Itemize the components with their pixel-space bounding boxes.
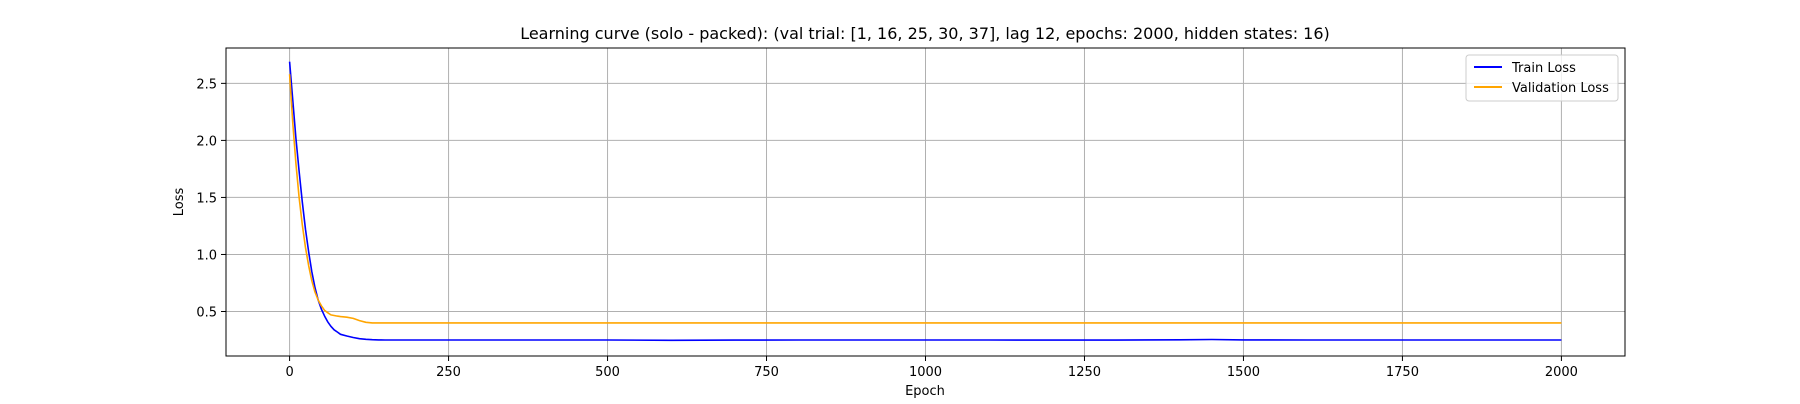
x-tick-label: 2000: [1545, 365, 1578, 380]
series-line-validation-loss: [288, 74, 1562, 324]
series-lines: [288, 61, 1562, 342]
x-tick-label: 1250: [1068, 365, 1101, 380]
y-tick-label: 2.5: [196, 77, 217, 92]
y-tick-label: 1.5: [196, 191, 217, 206]
y-axis-label: Loss: [172, 188, 187, 217]
x-axis-label: Epoch: [905, 384, 945, 399]
x-tick-label: 750: [754, 365, 779, 380]
legend-label-train-loss: Train Loss: [1511, 61, 1576, 76]
x-tick-label: 0: [285, 365, 293, 380]
x-tick-label: 250: [436, 365, 461, 380]
legend-label-validation-loss: Validation Loss: [1512, 81, 1609, 96]
y-axis-ticks: 0.5 1.0 1.5 2.0 2.5: [196, 77, 226, 321]
series-line-train-loss: [288, 61, 1562, 342]
legend-box: [1465, 54, 1619, 102]
chart-title: Learning curve (solo - packed): (val tri…: [520, 24, 1330, 43]
x-tick-label: 1500: [1227, 365, 1260, 380]
x-tick-label: 1000: [909, 365, 942, 380]
x-axis-ticks: 0 250 500 750 1000 1250 1500 1750 2000: [285, 356, 1578, 380]
x-tick-label: 1750: [1386, 365, 1419, 380]
y-tick-label: 1.0: [196, 248, 217, 263]
legend: Train Loss Validation Loss: [1465, 54, 1619, 102]
y-tick-label: 0.5: [196, 306, 217, 321]
x-tick-label: 500: [595, 365, 620, 380]
y-tick-label: 2.0: [196, 134, 217, 149]
